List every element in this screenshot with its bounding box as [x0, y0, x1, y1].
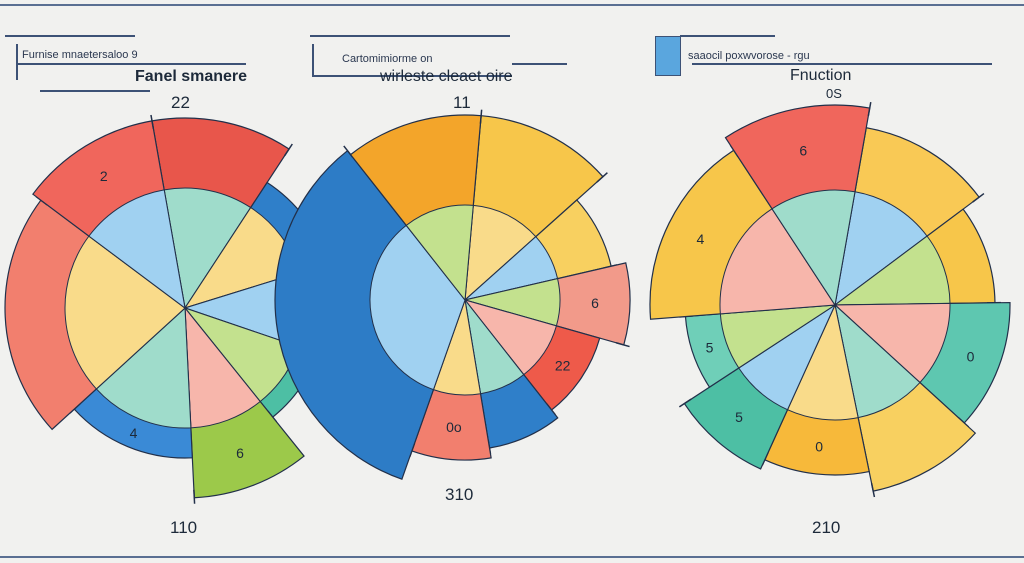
chart-1-top-label: 22: [171, 93, 190, 112]
header-bracket: [16, 44, 18, 80]
slice-label: 0: [967, 348, 975, 364]
leader-line: [284, 143, 293, 157]
bottom-border: [0, 556, 1024, 558]
pie-inner-slice: [771, 189, 856, 307]
header-rule: [40, 90, 150, 92]
pie-slice: [274, 149, 466, 480]
chart-3-title: Fnuction: [790, 67, 852, 84]
header-bracket: [312, 44, 314, 76]
header-rule: [5, 35, 135, 37]
chart-2: 6 22 0o: [274, 109, 631, 480]
pie-inner-slice: [833, 235, 951, 306]
pie-inner-slice: [64, 235, 186, 390]
pie-inner-slice: [464, 204, 537, 302]
header-rule: [16, 63, 246, 65]
chart-3: 0 0 5 5 4 6: [649, 101, 1011, 498]
chart-2-header: Cartomimiorme on: [342, 53, 433, 65]
pie-inner-slice: [786, 303, 859, 421]
slice-label: 6: [591, 295, 599, 311]
chart-1: 6 4 2: [4, 114, 361, 504]
header-rule: [310, 35, 510, 37]
slice-label: 4: [697, 231, 705, 247]
slice-label: 22: [555, 357, 571, 373]
chart-1-title: Fanel smanere: [135, 68, 248, 85]
chart-3-header: saaocil poxwvorose - rgu: [688, 50, 810, 62]
slice-label: 2: [100, 168, 108, 184]
leader-line: [615, 342, 630, 348]
pie-inner-slice: [834, 191, 928, 307]
slice-label: 0o: [446, 419, 462, 435]
leader-line: [150, 114, 155, 129]
pie-inner-slice: [369, 224, 466, 391]
leader-line: [596, 172, 608, 183]
header-rule: [312, 75, 512, 77]
chart-2-top-label: 11: [453, 93, 471, 112]
slice-label: 4: [130, 425, 138, 441]
pie-inner-slice: [834, 303, 921, 419]
chart-3-top-label: 0S: [826, 86, 842, 101]
chart-1-bottom-label: 110: [170, 518, 198, 537]
pie-inner-slice: [88, 189, 186, 310]
chart-2-bottom-label: 310: [445, 485, 474, 504]
header-rule: [692, 63, 992, 65]
chart-2-title: wirleste cleaet oire: [380, 68, 513, 85]
leader-line: [193, 489, 196, 504]
slice-label: 5: [735, 409, 743, 425]
pie-inner-slice: [184, 306, 261, 429]
leader-line: [867, 101, 872, 117]
leader-line: [479, 109, 483, 124]
slice-label: 0: [815, 439, 823, 455]
header-rule: [680, 35, 775, 37]
leader-line: [972, 192, 985, 203]
pie-inner-slice: [833, 302, 951, 384]
top-border: [0, 4, 1024, 6]
pie-inner-slice: [163, 187, 252, 310]
pie-inner-slice: [719, 208, 836, 315]
chart-1-header: Furnise mnaetersaloo 9: [22, 49, 138, 61]
legend-swatch: [655, 36, 681, 76]
pie-inner-slice: [405, 204, 474, 302]
pie-inner-slice: [95, 306, 192, 429]
header-rule: [512, 63, 567, 65]
leader-line: [870, 483, 876, 498]
slice-label: 5: [706, 340, 714, 356]
leader-line: [678, 398, 692, 408]
slice-label: 6: [799, 143, 807, 159]
chart-3-bottom-label: 210: [812, 518, 841, 537]
slice-label: 6: [236, 445, 244, 461]
